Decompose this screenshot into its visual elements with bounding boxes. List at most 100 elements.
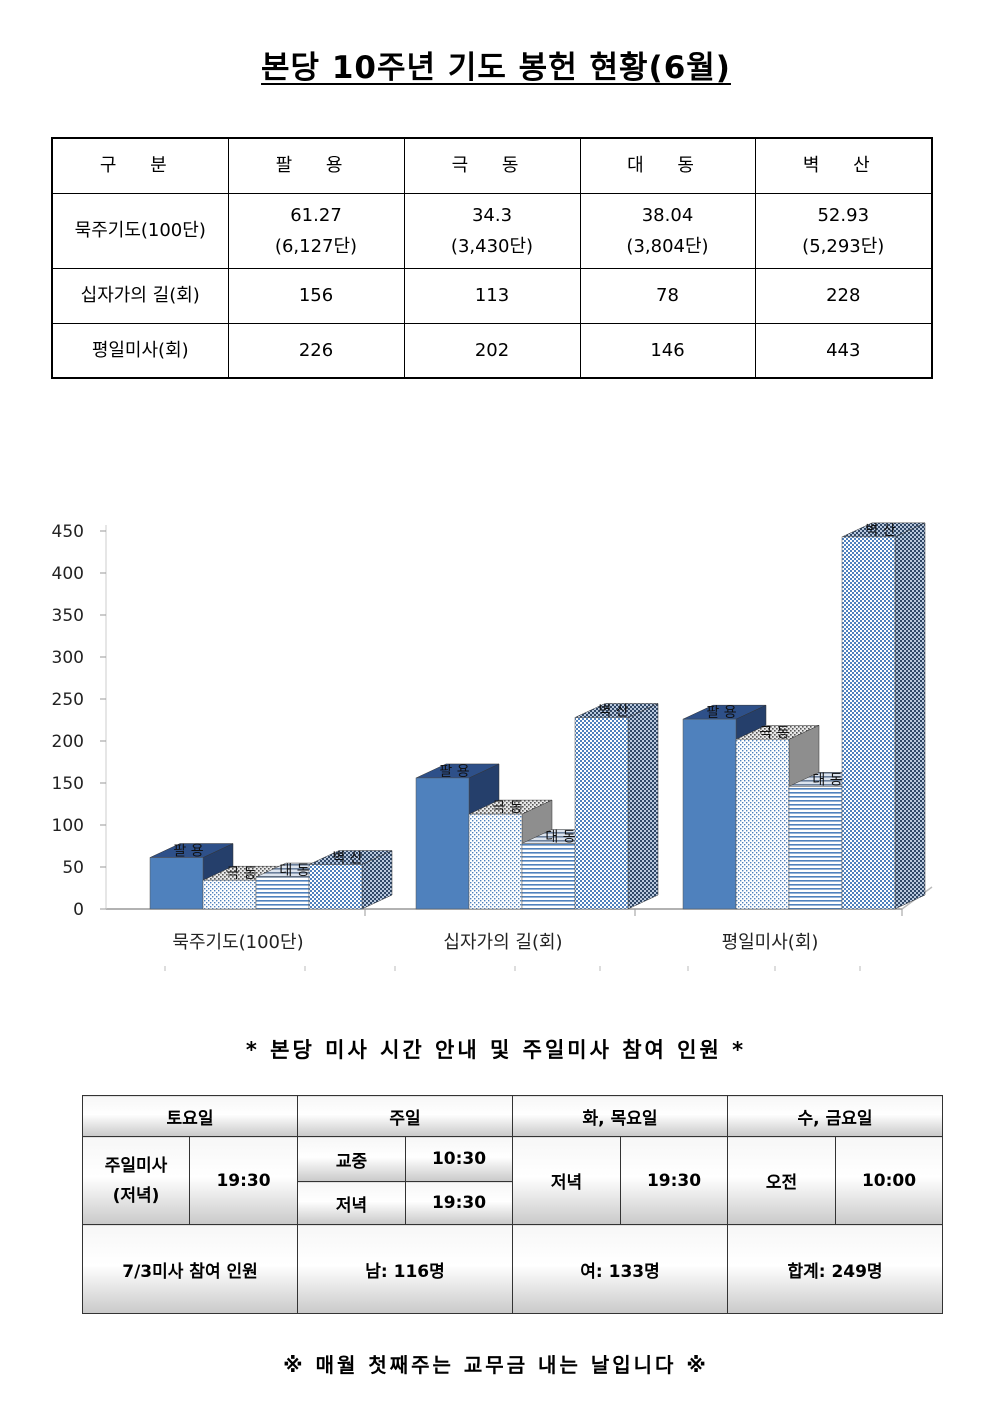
cell-value: 38.04 <box>641 204 694 226</box>
table-cell: 78 <box>579 267 756 324</box>
attendance-female: 여: 133명 <box>512 1224 729 1314</box>
saturday-time: 19:30 <box>188 1136 299 1225</box>
attendance-label: 7/3미사 참여 인원 <box>81 1224 299 1314</box>
bar-data-label: 대 동 <box>279 863 309 879</box>
table-cell: 38.04 (3,804단) <box>579 192 756 269</box>
sunday-label: 교중 <box>297 1136 407 1182</box>
bar-side <box>894 522 926 910</box>
tue-thu-time: 19:30 <box>620 1136 729 1225</box>
y-tick-label: 200 <box>52 732 84 752</box>
bar-front <box>468 813 523 910</box>
y-tick-label: 250 <box>52 690 84 710</box>
page-title: 본당 10주년 기도 봉헌 현황(6월) <box>261 50 731 86</box>
bar-side <box>627 703 659 910</box>
bar-data-label: 벽 산 <box>865 523 895 539</box>
bar-data-label: 팔 용 <box>173 844 203 860</box>
x-category-label: 십자가의 길(회) <box>443 932 562 953</box>
wed-fri-label: 오전 <box>727 1136 837 1225</box>
y-tick-label: 400 <box>52 564 84 584</box>
bar-data-label: 팔 용 <box>706 705 736 721</box>
sunday-time: 10:30 <box>405 1136 514 1182</box>
row-label: 평일미사(회) <box>51 322 229 379</box>
bar-data-label: 대 동 <box>812 772 842 788</box>
schedule-header-row: 토요일 주일 화, 목요일 수, 금요일 <box>81 1095 944 1137</box>
row-label: 십자가의 길(회) <box>51 267 229 324</box>
y-tick-label: 450 <box>52 522 84 542</box>
bar-front <box>788 786 843 910</box>
y-tick-label: 50 <box>62 858 84 878</box>
prayer-stats-table: 구 분 팔 용 극 동 대 동 벽 산 묵주기도(100단) 61.27 (6,1… <box>51 137 933 379</box>
cell-value: 52.93 <box>817 204 870 226</box>
bar-data-label: 벽 산 <box>332 851 362 867</box>
bar-data-label: 극 동 <box>226 866 256 882</box>
cell-subvalue: (5,293단) <box>802 235 885 257</box>
table-cell: 52.93 (5,293단) <box>754 192 933 269</box>
cell-subvalue: (3,804단) <box>626 235 709 257</box>
sunday-time: 19:30 <box>405 1181 514 1225</box>
table-cell: 61.27 (6,127단) <box>227 192 405 269</box>
bar-front <box>149 857 204 910</box>
bar-data-label: 벽 산 <box>598 703 628 719</box>
row-label: 묵주기도(100단) <box>51 192 229 269</box>
bar-data-label: 팔 용 <box>439 764 469 780</box>
table-row: 평일미사(회) 226 202 146 443 <box>51 322 933 379</box>
bar-front <box>415 777 470 910</box>
cell-subvalue: (6,127단) <box>274 235 358 257</box>
schedule-row: 주일미사 (저녁) 19:30 교중 10:30 저녁 19:30 오전 10:… <box>82 1136 944 1225</box>
bar <box>841 522 926 910</box>
y-tick-label: 300 <box>52 648 84 668</box>
bar-front <box>308 864 363 910</box>
y-tick-label: 350 <box>52 606 84 626</box>
tue-thu-label: 저녁 <box>512 1136 622 1225</box>
bar-data-label: 대 동 <box>545 829 575 845</box>
stats-header-row: 구 분 팔 용 극 동 대 동 벽 산 <box>51 137 933 194</box>
bar <box>574 703 659 910</box>
table-row: 십자가의 길(회) 156 113 78 228 <box>51 267 933 324</box>
header-cell: 팔 용 <box>227 137 405 194</box>
header-sunday: 주일 <box>297 1095 514 1137</box>
mass-schedule-table: 토요일 주일 화, 목요일 수, 금요일 주일미사 (저녁) 19:30 교중 … <box>81 1095 944 1314</box>
y-tick-label: 0 <box>73 900 84 920</box>
chart-axes: 0 50 100 150 200 250 300 350 400 450 묵주기도(100단) 십자가… <box>52 522 933 971</box>
bar-front <box>521 843 576 910</box>
y-tick-label: 150 <box>52 774 84 794</box>
bar-front <box>682 718 737 910</box>
bar-front <box>202 879 257 910</box>
table-cell: 113 <box>403 267 581 324</box>
header-tue-thu: 화, 목요일 <box>512 1095 729 1137</box>
table-cell: 226 <box>227 322 405 379</box>
wed-fri-time: 10:00 <box>835 1136 944 1225</box>
y-tick-label: 100 <box>52 816 84 836</box>
attendance-total: 합계: 249명 <box>727 1224 944 1314</box>
header-cell: 대 동 <box>579 137 756 194</box>
bar-chart: 0 50 100 150 200 250 300 350 400 450 묵주기도(100단) 십자가… <box>52 522 933 971</box>
header-cell: 구 분 <box>51 137 229 194</box>
cell-value: 61.27 <box>290 204 342 226</box>
bar <box>308 850 393 910</box>
bar-front <box>735 739 790 910</box>
table-cell: 228 <box>754 267 933 324</box>
header-saturday: 토요일 <box>81 1095 299 1137</box>
x-category-label: 묵주기도(100단) <box>172 932 303 953</box>
table-cell: 34.3 (3,430단) <box>403 192 581 269</box>
header-cell: 극 동 <box>403 137 581 194</box>
attendance-male: 남: 116명 <box>297 1224 514 1314</box>
bar-data-label: 극 동 <box>492 800 522 816</box>
header-wed-fri: 수, 금요일 <box>727 1095 944 1137</box>
sunday-label: 저녁 <box>297 1181 407 1225</box>
schedule-title: * 본당 미사 시간 안내 및 주일미사 참여 인원 * <box>245 1038 747 1062</box>
bar-front <box>574 717 629 910</box>
table-row: 묵주기도(100단) 61.27 (6,127단) 34.3 (3,430단) 38… <box>51 192 933 269</box>
table-cell: 156 <box>227 267 405 324</box>
table-cell: 202 <box>403 322 581 379</box>
footer-note: ※ 매월 첫째주는 교무금 내는 날입니다 ※ <box>283 1353 709 1377</box>
cell-value: 34.3 <box>471 204 513 226</box>
bar-front <box>255 876 310 910</box>
bar-front <box>841 536 896 910</box>
bar-data-label: 극 동 <box>759 725 789 741</box>
table-cell: 146 <box>579 322 756 379</box>
attendance-row: 7/3미사 참여 인원 남: 116명 여: 133명 합계: 249명 <box>81 1224 944 1314</box>
saturday-label: 주일미사 (저녁) <box>82 1136 190 1225</box>
cell-subvalue: (3,430단) <box>450 235 534 257</box>
